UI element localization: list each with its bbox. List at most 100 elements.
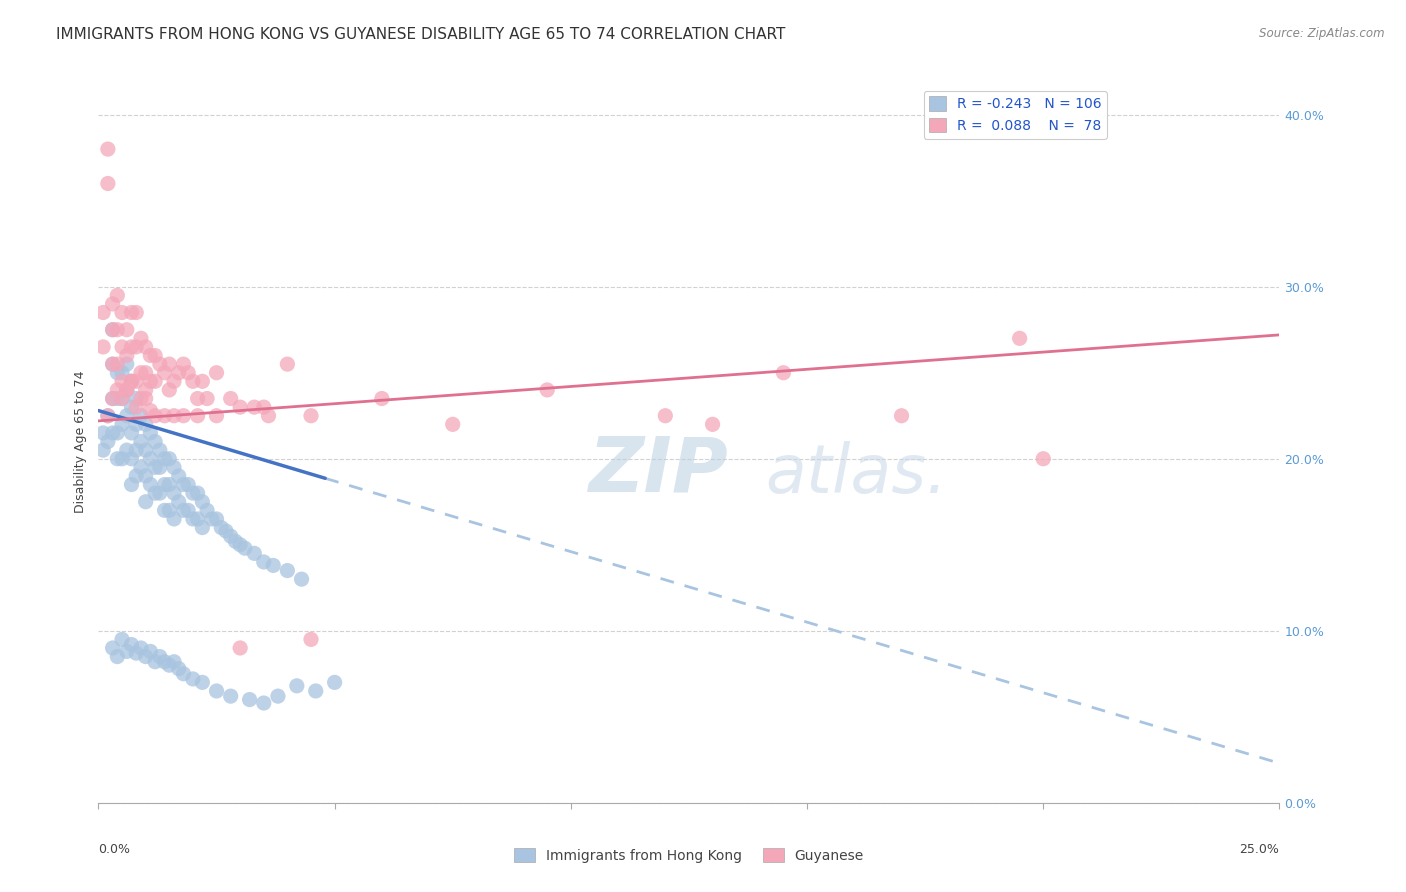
- Point: [111, 392, 134, 406]
- Point: [135, 392, 157, 406]
- Point: [139, 477, 162, 491]
- Point: [121, 638, 143, 652]
- Point: [143, 434, 166, 449]
- Point: [229, 400, 252, 414]
- Y-axis label: Disability Age 65 to 74: Disability Age 65 to 74: [75, 370, 87, 513]
- Point: [115, 349, 138, 363]
- Point: [267, 689, 290, 703]
- Point: [276, 357, 298, 371]
- Point: [125, 392, 148, 406]
- Point: [181, 672, 204, 686]
- Point: [149, 460, 172, 475]
- Point: [262, 558, 284, 573]
- Point: [157, 503, 180, 517]
- Point: [143, 460, 166, 475]
- Point: [125, 443, 148, 458]
- Point: [323, 675, 346, 690]
- Point: [125, 375, 148, 389]
- Point: [163, 375, 186, 389]
- Point: [153, 503, 176, 517]
- Point: [139, 425, 162, 440]
- Point: [97, 409, 120, 423]
- Point: [125, 417, 148, 432]
- Point: [219, 529, 242, 543]
- Point: [219, 689, 242, 703]
- Point: [172, 409, 194, 423]
- Point: [285, 679, 308, 693]
- Point: [219, 392, 242, 406]
- Point: [139, 375, 162, 389]
- Point: [229, 538, 252, 552]
- Point: [149, 486, 172, 500]
- Point: [111, 375, 134, 389]
- Point: [143, 409, 166, 423]
- Point: [187, 392, 209, 406]
- Point: [177, 477, 200, 491]
- Point: [172, 503, 194, 517]
- Point: [172, 357, 194, 371]
- Point: [205, 512, 228, 526]
- Point: [129, 366, 152, 380]
- Point: [172, 477, 194, 491]
- Point: [187, 486, 209, 500]
- Point: [205, 684, 228, 698]
- Point: [115, 383, 138, 397]
- Point: [101, 357, 124, 371]
- Point: [111, 632, 134, 647]
- Point: [121, 477, 143, 491]
- Point: [135, 366, 157, 380]
- Point: [157, 451, 180, 466]
- Text: IMMIGRANTS FROM HONG KONG VS GUYANESE DISABILITY AGE 65 TO 74 CORRELATION CHART: IMMIGRANTS FROM HONG KONG VS GUYANESE DI…: [56, 27, 786, 42]
- Point: [276, 564, 298, 578]
- Point: [121, 425, 143, 440]
- Point: [157, 477, 180, 491]
- Point: [536, 383, 558, 397]
- Point: [135, 383, 157, 397]
- Point: [890, 409, 912, 423]
- Point: [101, 392, 124, 406]
- Point: [163, 655, 186, 669]
- Point: [149, 649, 172, 664]
- Point: [111, 366, 134, 380]
- Point: [195, 503, 218, 517]
- Point: [201, 512, 224, 526]
- Point: [115, 409, 138, 423]
- Point: [257, 409, 280, 423]
- Point: [1032, 451, 1054, 466]
- Point: [191, 375, 214, 389]
- Point: [177, 366, 200, 380]
- Point: [135, 443, 157, 458]
- Point: [111, 305, 134, 319]
- Point: [243, 546, 266, 560]
- Point: [101, 323, 124, 337]
- Point: [125, 469, 148, 483]
- Point: [305, 684, 328, 698]
- Point: [253, 555, 276, 569]
- Point: [115, 383, 138, 397]
- Point: [97, 177, 120, 191]
- Point: [105, 357, 128, 371]
- Point: [135, 469, 157, 483]
- Point: [97, 434, 120, 449]
- Point: [181, 375, 204, 389]
- Point: [772, 366, 794, 380]
- Point: [111, 340, 134, 354]
- Point: [143, 349, 166, 363]
- Point: [121, 375, 143, 389]
- Point: [115, 323, 138, 337]
- Point: [97, 142, 120, 156]
- Point: [191, 675, 214, 690]
- Point: [177, 503, 200, 517]
- Point: [224, 534, 246, 549]
- Point: [105, 288, 128, 302]
- Point: [97, 409, 120, 423]
- Point: [153, 366, 176, 380]
- Point: [91, 305, 114, 319]
- Legend: Immigrants from Hong Kong, Guyanese: Immigrants from Hong Kong, Guyanese: [509, 842, 869, 868]
- Point: [143, 486, 166, 500]
- Point: [191, 520, 214, 534]
- Point: [209, 520, 232, 534]
- Point: [135, 494, 157, 508]
- Point: [163, 409, 186, 423]
- Point: [153, 655, 176, 669]
